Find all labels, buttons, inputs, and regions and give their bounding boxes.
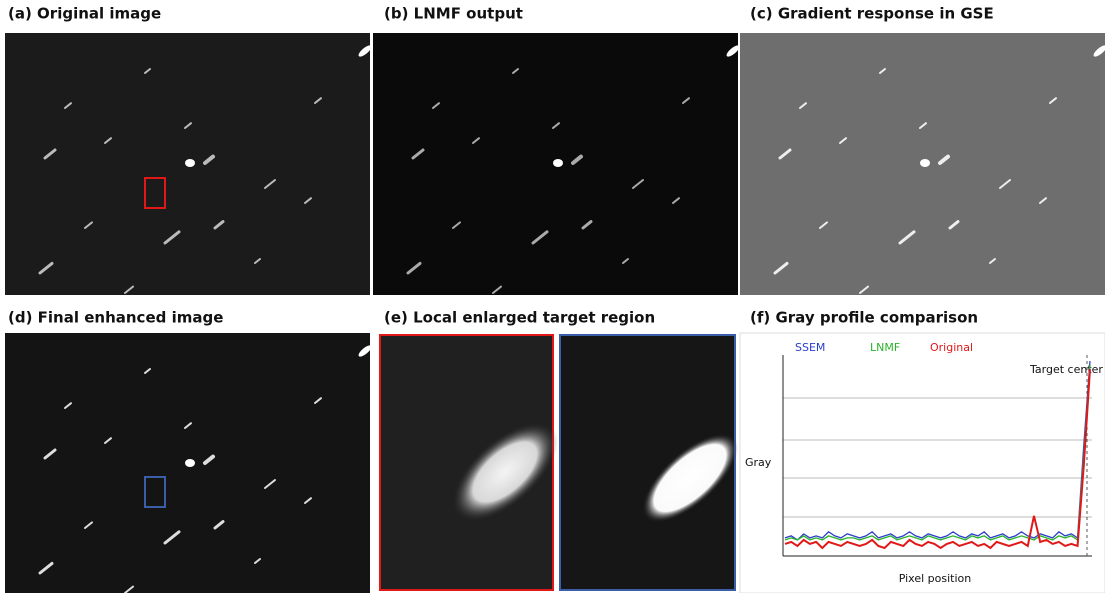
- bright-star: [185, 459, 195, 467]
- y-axis-label: Gray: [745, 456, 772, 469]
- legend-label: LNMF: [870, 341, 900, 354]
- panel-caption: (b) LNMF output: [384, 5, 523, 23]
- legend-label: SSEM: [795, 341, 825, 354]
- x-axis-label: Pixel position: [899, 572, 972, 585]
- panel-caption: (a) Original image: [8, 5, 161, 23]
- bright-star: [553, 159, 563, 167]
- figure: (a) Original image (b) LNMF output (c) G…: [0, 0, 1105, 593]
- panel-caption: (e) Local enlarged target region: [384, 309, 655, 327]
- annotation: Target center: [1029, 363, 1103, 376]
- panel-caption: (f) Gray profile comparison: [750, 309, 978, 327]
- panel-caption: (d) Final enhanced image: [8, 309, 223, 327]
- bright-star: [920, 159, 930, 167]
- legend-label: Original: [930, 341, 973, 354]
- bright-star: [185, 159, 195, 167]
- panel-caption: (c) Gradient response in GSE: [750, 5, 994, 23]
